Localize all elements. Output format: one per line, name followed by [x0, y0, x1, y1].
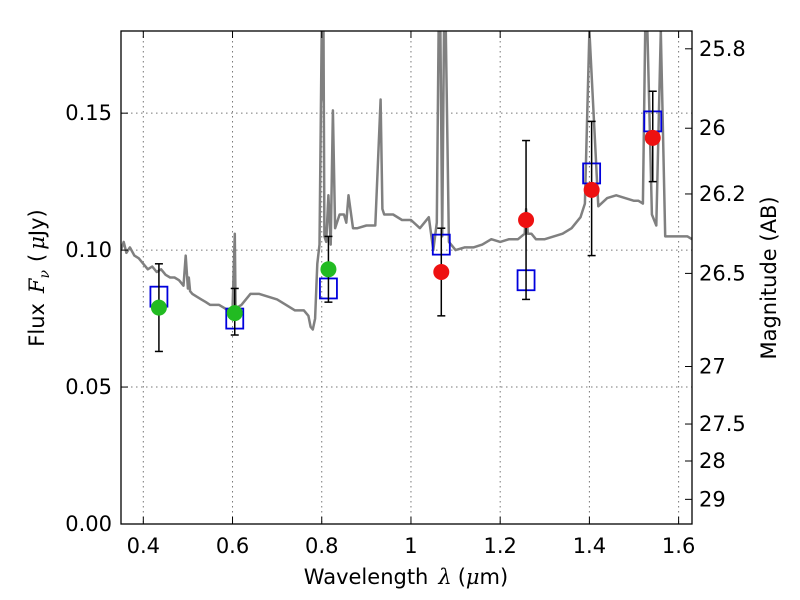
x-axis-label: Wavelength λ (μm): [304, 565, 508, 589]
y-tick-label: 0.15: [65, 101, 112, 125]
grid: [121, 31, 692, 524]
data-layer: [121, 31, 692, 353]
y2-tick-label: 27.5: [699, 412, 746, 436]
y-axis-label: FluxFν(μJy): [25, 209, 53, 346]
y-tick-label: 0.00: [65, 512, 112, 536]
y-tick-label: 0.10: [65, 238, 112, 262]
y2-tick-label: 25.8: [699, 37, 746, 61]
x-tick-label: 1: [404, 534, 417, 558]
nir-photometry-point: [583, 181, 600, 198]
nir-photometry-point: [518, 211, 535, 228]
y2-tick-label: 26.2: [699, 182, 746, 206]
nir-photometry-point: [644, 129, 661, 146]
tick-labels: 0.4 0.6 0.8 1 1.2 1.4 1.6 0.00 0.05 0.10 0.15 25.8 2…: [65, 37, 746, 558]
model-spectrum-line: [121, 31, 692, 331]
y2-tick-label: 27: [699, 355, 726, 379]
x-tick-label: 0.6: [216, 534, 249, 558]
y2-axis-label: Magnitude (AB): [757, 196, 781, 359]
y2-tick-label: 26: [699, 116, 726, 140]
y2-tick-label: 29: [699, 487, 726, 511]
ticks: [121, 31, 692, 525]
optical-photometry-point: [226, 305, 243, 322]
x-tick-label: 0.8: [305, 534, 338, 558]
y2-tick-label: 26.5: [699, 261, 746, 285]
x-tick-label: 1.2: [483, 534, 516, 558]
plot-frame: [120, 30, 693, 525]
x-tick-label: 0.4: [127, 534, 160, 558]
x-tick-label: 1.4: [573, 534, 606, 558]
y2-tick-label: 28: [699, 449, 726, 473]
optical-photometry-point: [320, 261, 337, 278]
x-tick-label: 1.6: [662, 534, 695, 558]
y-tick-label: 0.05: [65, 375, 112, 399]
plot-area: [121, 31, 692, 524]
optical-photometry-point: [150, 299, 167, 316]
nir-photometry-point: [433, 264, 450, 281]
